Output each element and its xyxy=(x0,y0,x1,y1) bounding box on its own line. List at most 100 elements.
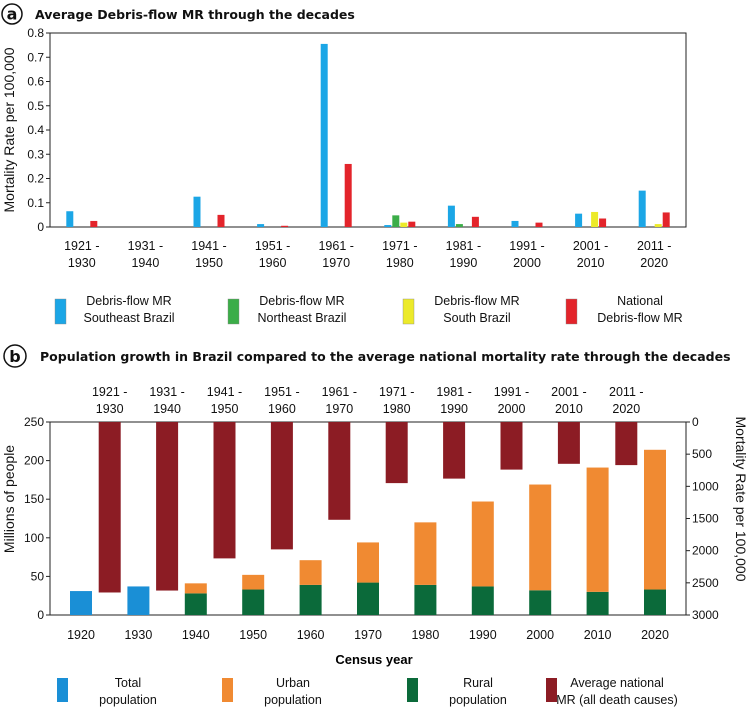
panel-b-legend-label: Total xyxy=(115,676,141,690)
panel-a-bar xyxy=(455,224,463,227)
panel-a-y-tick-label: 0 xyxy=(37,220,44,234)
panel-b-y2-tick-label: 500 xyxy=(692,447,712,461)
panel-a-x-tick-label: 1970 xyxy=(322,256,350,270)
panel-a-legend-swatch xyxy=(227,298,240,325)
panel-b-y-tick-label: 150 xyxy=(24,492,44,506)
panel-b-y2-tick-label: 1500 xyxy=(692,512,719,526)
panel-b-decade-label: 1951 - xyxy=(264,385,299,399)
panel-a-bar xyxy=(535,222,543,227)
panel-b-decade-label: 1930 xyxy=(96,402,124,416)
panel-a-y-tick-label: 0.1 xyxy=(27,196,44,210)
panel-b-legend-swatch xyxy=(407,678,418,702)
panel-b: b Population growth in Brazil compared t… xyxy=(1,344,749,707)
panel-a-y-tick-label: 0.3 xyxy=(27,147,44,161)
panel-b-x-tick-label: 2010 xyxy=(584,628,612,642)
panel-b-total-bar xyxy=(70,591,92,615)
panel-b-x-tick-label: 1990 xyxy=(469,628,497,642)
panel-a-bar xyxy=(471,216,479,227)
panel-b-legend-swatch xyxy=(222,678,233,702)
panel-b-mr-bar xyxy=(443,422,466,479)
panel-b-urban-bar xyxy=(184,583,207,594)
panel-b-mr-bar xyxy=(270,422,293,550)
panel-a-x-tick-label: 1941 - xyxy=(191,239,226,253)
panel-a-x-tick-label: 2010 xyxy=(577,256,605,270)
panel-a-legend-label: Debris-flow MR xyxy=(86,294,171,308)
panel-b-legend-label: population xyxy=(99,693,157,707)
panel-b-mr-bar xyxy=(156,422,179,591)
panel-b-rural-bar xyxy=(471,586,494,615)
panel-a-y-tick-label: 0.4 xyxy=(27,123,44,137)
panel-a-legend-label: South Brazil xyxy=(443,311,510,325)
panel-b-x-tick-label: 1930 xyxy=(124,628,152,642)
panel-b-urban-bar xyxy=(586,467,609,592)
panel-a-bar xyxy=(281,225,289,227)
panel-a-legend-label: National xyxy=(617,294,663,308)
panel-b-mr-bar xyxy=(98,422,121,593)
panel-b-decade-label: 2020 xyxy=(612,402,640,416)
panel-b-y-tick-label: 200 xyxy=(24,454,44,468)
panel-b-decade-label: 1960 xyxy=(268,402,296,416)
panel-b-legend-label: population xyxy=(264,693,322,707)
panel-b-rural-bar xyxy=(299,584,322,615)
panel-b-mr-bar xyxy=(385,422,408,484)
panel-a-x-tick-label: 1980 xyxy=(386,256,414,270)
panel-b-x-tick-label: 1960 xyxy=(297,628,325,642)
panel-a-bar xyxy=(400,222,408,227)
panel-b-decade-label: 1980 xyxy=(383,402,411,416)
panel-a-letter-circle xyxy=(1,3,23,25)
panel-a-legend-label: Southeast Brazil xyxy=(83,311,174,325)
panel-b-y2-tick-label: 3000 xyxy=(692,608,719,622)
panel-b-x-tick-label: 1980 xyxy=(411,628,439,642)
panel-b-rural-bar xyxy=(414,584,437,615)
panel-b-y-tick-label: 0 xyxy=(37,608,44,622)
panel-b-x-tick-label: 1920 xyxy=(67,628,95,642)
panel-a-x-tick-label: 1940 xyxy=(131,256,159,270)
panel-b-x-tick-label: 1940 xyxy=(182,628,210,642)
panel-a-y-tick-label: 0.5 xyxy=(27,99,44,113)
panel-b-y-tick-label: 250 xyxy=(24,415,44,429)
panel-b-y2-tick-label: 0 xyxy=(692,415,699,429)
panel-b-decade-label: 1971 - xyxy=(379,385,414,399)
panel-a-bar xyxy=(344,163,352,227)
panel-a-bar xyxy=(193,196,201,227)
panel-b-legend-label: MR (all death causes) xyxy=(556,693,678,707)
panel-b-decade-label: 2011 - xyxy=(609,385,644,399)
panel-a-legend-label: Debris-flow MR xyxy=(434,294,519,308)
panel-a-bar xyxy=(662,212,670,227)
panel-b-title: Population growth in Brazil compared to … xyxy=(40,349,731,364)
panel-b-letter-circle xyxy=(3,344,27,368)
panel-b-urban-bar xyxy=(644,449,666,590)
panel-a-x-tick-label: 1951 - xyxy=(255,239,290,253)
panel-a-bar xyxy=(654,224,662,227)
panel-b-mr-bar xyxy=(615,422,638,466)
panel-a-letter: a xyxy=(7,5,18,24)
panel-a-bar xyxy=(384,225,392,227)
panel-b-rural-bar xyxy=(242,589,265,615)
panel-b-mr-bar xyxy=(213,422,236,559)
panel-b-decade-label: 1970 xyxy=(325,402,353,416)
panel-a-bar xyxy=(66,211,74,227)
panel-b-decade-label: 1940 xyxy=(153,402,181,416)
panel-a-x-tick-label: 1950 xyxy=(195,256,223,270)
panel-b-decade-label: 1981 - xyxy=(436,385,471,399)
panel-b-y-tick-label: 50 xyxy=(31,569,45,583)
panel-b-decade-label: 2000 xyxy=(498,402,526,416)
panel-b-legend-label: Rural xyxy=(463,676,493,690)
panel-a-bar xyxy=(638,190,646,227)
panel-a-bar xyxy=(217,214,225,227)
panel-b-y2-tick-label: 1000 xyxy=(692,479,719,493)
panel-b-rural-bar xyxy=(357,582,379,615)
panel-b-y-label: Millions of people xyxy=(1,445,17,553)
panel-a-x-tick-label: 2001 - xyxy=(573,239,608,253)
panel-a-bar xyxy=(320,43,328,227)
panel-b-y-tick-label: 100 xyxy=(24,531,44,545)
panel-b-x-tick-label: 2020 xyxy=(641,628,669,642)
panel-a-title: Average Debris-flow MR through the decad… xyxy=(35,7,355,22)
panel-a-x-tick-label: 2000 xyxy=(513,256,541,270)
panel-a-bar xyxy=(511,220,519,227)
panel-b-x-tick-label: 2000 xyxy=(526,628,554,642)
panel-b-rural-bar xyxy=(529,590,552,615)
panel-a-plot-frame xyxy=(49,32,687,228)
panel-a-y-tick-label: 0.2 xyxy=(27,172,44,186)
